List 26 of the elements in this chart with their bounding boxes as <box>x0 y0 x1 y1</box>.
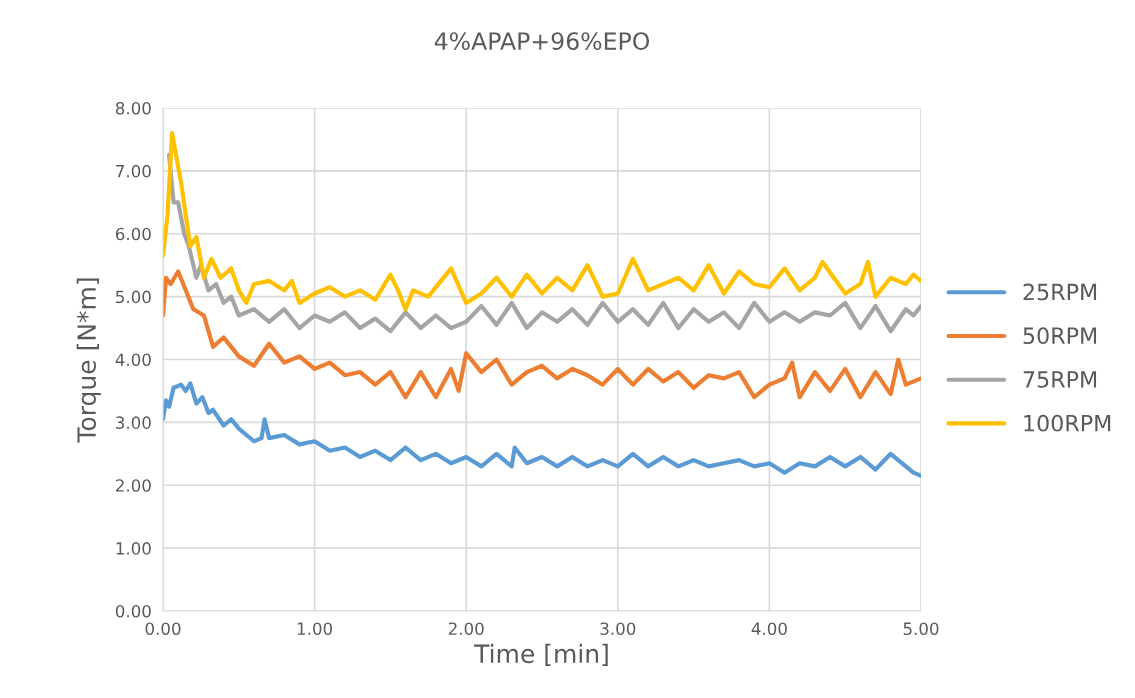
x-tick-label: 3.00 <box>600 622 636 636</box>
line-series <box>166 153 921 334</box>
y-tick-label: 5.00 <box>116 290 151 304</box>
x-tick-label: 0.00 <box>145 622 181 636</box>
y-tick-label: 3.00 <box>116 416 151 429</box>
y-tick-label: 6.00 <box>115 227 151 241</box>
y-tick-label: 8.00 <box>115 101 151 115</box>
y-tick-label: 1.00 <box>116 542 151 555</box>
line-series <box>163 269 921 400</box>
legend-label: 50RPM <box>1023 327 1097 345</box>
x-tick-label: 2.00 <box>448 622 484 636</box>
chart-title: 4%APAP+96%EPO <box>434 32 650 50</box>
line-series <box>163 131 921 312</box>
y-tick-label: 0.00 <box>115 604 151 618</box>
y-axis-title: Torque [N*m] <box>76 278 101 443</box>
legend-label: 75RPM <box>1023 371 1097 388</box>
legend-label: 25RPM <box>1023 283 1097 301</box>
x-tick-label: 5.00 <box>903 622 939 636</box>
y-tick-label: 2.00 <box>116 479 151 492</box>
y-tick-label: 7.00 <box>116 164 151 178</box>
y-tick-label: 4.00 <box>115 353 151 367</box>
x-axis-title: Time [min] <box>474 643 608 667</box>
x-tick-label: 1.00 <box>297 622 333 636</box>
x-tick-label: 4.00 <box>751 622 787 636</box>
legend-label: 100RPM <box>1024 414 1111 432</box>
line-series <box>163 381 921 478</box>
